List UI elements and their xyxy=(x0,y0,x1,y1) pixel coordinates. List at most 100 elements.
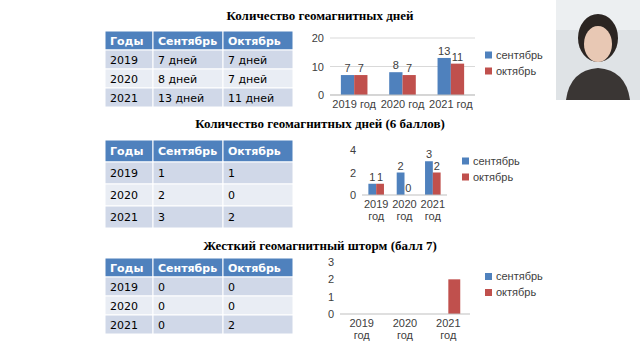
x-tick-label-line: 2021 xyxy=(421,198,445,210)
column-header: Годы xyxy=(110,262,143,275)
cell-text: 8 дней xyxy=(158,73,197,86)
bar xyxy=(425,161,433,195)
y-tick-label: 0 xyxy=(318,89,324,101)
x-tick-label: 2021год xyxy=(436,317,460,341)
table-cell xyxy=(105,184,153,206)
legend-label: октябрь xyxy=(473,171,513,183)
data-label: 0 xyxy=(405,182,411,194)
x-tick-label-line: 2020 xyxy=(393,317,417,329)
bar xyxy=(433,173,441,196)
x-tick-label-line: 2019 xyxy=(364,198,388,210)
table-header-cell xyxy=(105,140,153,162)
legend-swatch xyxy=(485,273,492,280)
bar xyxy=(354,75,367,95)
table-cell xyxy=(105,50,153,69)
cell-text: 1 xyxy=(158,167,165,180)
table: ГодыСентябрьОктябрь20197 дней7 дней20208… xyxy=(105,31,293,107)
y-tick-label: 0 xyxy=(328,308,334,320)
column-header: Годы xyxy=(110,35,143,48)
webcam-shoulders xyxy=(566,68,630,100)
table-cell xyxy=(153,184,223,206)
table-cell xyxy=(223,88,293,107)
table-cell xyxy=(153,206,223,228)
x-tick-label: 2020 год xyxy=(381,98,425,110)
cell-text: 7 дней xyxy=(228,54,267,67)
cell-text: 7 дней xyxy=(158,54,197,67)
x-tick-label-line: год xyxy=(440,329,457,341)
data-label: 11 xyxy=(452,51,463,63)
table-cell xyxy=(223,162,293,184)
cell-text: 2021 xyxy=(110,211,138,224)
webcam-face xyxy=(584,26,612,62)
bar xyxy=(403,75,416,95)
cell-text: 2019 xyxy=(110,167,138,180)
cell-text: 7 дней xyxy=(228,73,267,86)
table-header-cell xyxy=(105,258,153,277)
table-cell xyxy=(153,315,223,334)
x-axis xyxy=(330,95,475,96)
data-labels: 78137711 xyxy=(344,45,463,74)
table-cell xyxy=(105,69,153,88)
y-tick-label: 2 xyxy=(328,273,334,285)
table-cell xyxy=(105,315,153,334)
slide: ГодыСентябрьОктябрь20197 дней7 дней20208… xyxy=(0,0,640,360)
table-header-cell xyxy=(223,258,293,277)
data-label: 7 xyxy=(358,62,364,74)
table-cell xyxy=(223,315,293,334)
table-cell xyxy=(223,184,293,206)
cell-text: 13 дней xyxy=(158,92,204,105)
bar xyxy=(438,58,451,95)
data-label: 2 xyxy=(434,160,440,172)
legend-swatch xyxy=(462,158,469,165)
x-tick-label: 2019год xyxy=(349,317,373,341)
legend-label: сентябрь xyxy=(496,270,543,282)
column-header: Октябрь xyxy=(228,145,281,158)
table-cell xyxy=(223,50,293,69)
y-tick-label: 0 xyxy=(350,189,356,201)
chart: 0241231022019год2020год2021годсентябрьок… xyxy=(350,144,520,222)
x-axis xyxy=(340,314,470,315)
table: ГодыСентябрьОктябрь201911202020202132 xyxy=(105,140,293,228)
table-header-cell xyxy=(153,31,223,50)
y-tick-label: 4 xyxy=(350,144,356,156)
bar xyxy=(451,64,464,95)
cell-text: 2020 xyxy=(110,300,138,313)
table-cell xyxy=(153,69,223,88)
table-cell xyxy=(105,162,153,184)
x-tick-label-line: год xyxy=(425,210,442,222)
table-header-cell xyxy=(105,31,153,50)
data-label: 8 xyxy=(393,59,399,71)
data-label: 13 xyxy=(438,45,450,57)
data-label: 2 xyxy=(398,160,404,172)
table-cell xyxy=(223,296,293,315)
data-label: 3 xyxy=(426,148,432,160)
table: ГодыСентябрьОктябрь201900202000202102 xyxy=(105,258,293,334)
cell-text: 2021 xyxy=(110,92,138,105)
table-cell xyxy=(153,50,223,69)
bar xyxy=(368,184,376,195)
table-header-cell xyxy=(223,31,293,50)
legend-label: сентябрь xyxy=(473,155,520,167)
data-label: 7 xyxy=(406,62,412,74)
column-header: Октябрь xyxy=(228,35,281,48)
table-header-cell xyxy=(223,140,293,162)
grid-line xyxy=(330,38,475,39)
data-labels: 123102 xyxy=(369,148,440,194)
cell-text: 2019 xyxy=(110,281,138,294)
table-cell xyxy=(105,296,153,315)
table-cell xyxy=(223,206,293,228)
legend-swatch xyxy=(485,289,492,296)
legend: сентябрь октябрь xyxy=(462,155,520,183)
column-header: Годы xyxy=(110,145,143,158)
y-tick-label: 3 xyxy=(328,256,334,268)
x-tick-label-line: 2021 xyxy=(436,317,460,329)
table-cell xyxy=(105,206,153,228)
section-title: Жесткий геомагнитный шторм (балл 7) xyxy=(203,238,437,253)
cell-text: 2020 xyxy=(110,189,138,202)
x-tick-label-line: год xyxy=(396,210,413,222)
data-label: 1 xyxy=(369,171,375,183)
data-label: 1 xyxy=(377,171,383,183)
section-title: Количество геомагнитных дней xyxy=(227,8,415,23)
legend: сентябрьоктябрь xyxy=(485,49,543,77)
cell-text: 2019 xyxy=(110,54,138,67)
